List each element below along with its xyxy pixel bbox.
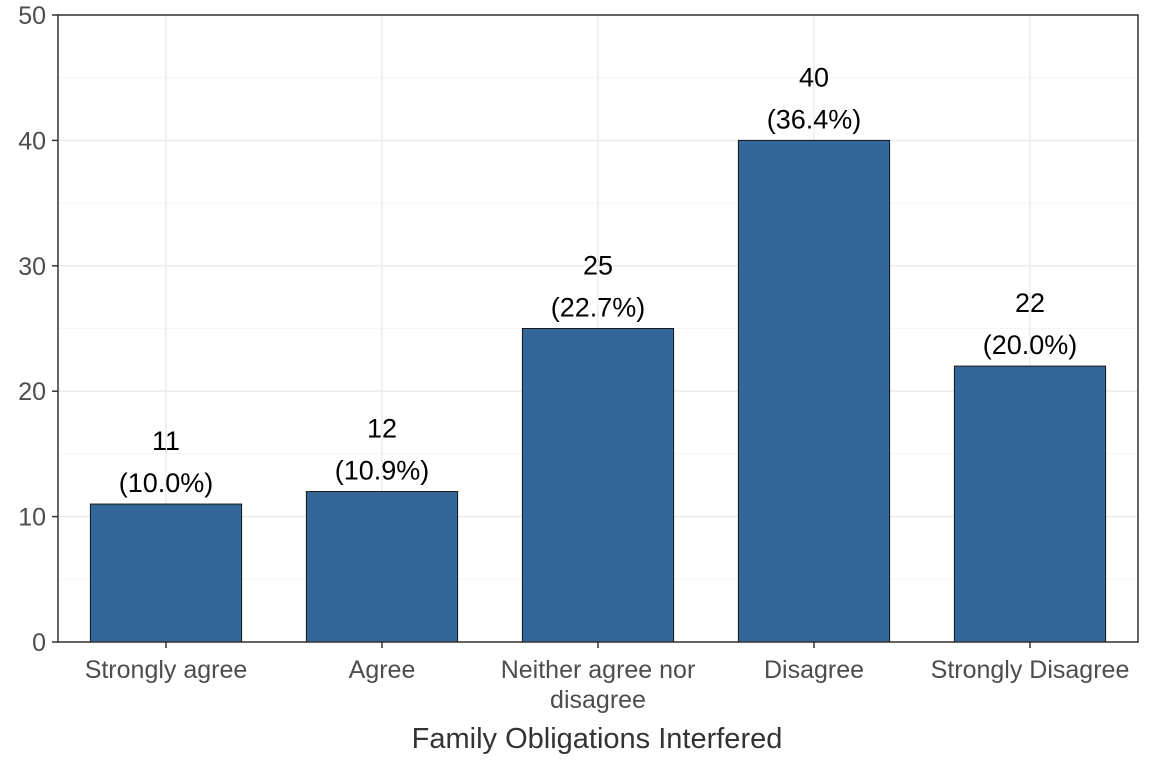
bar-count-label: 40 xyxy=(799,62,829,92)
bar-count-label: 12 xyxy=(367,414,397,444)
x-tick-label-line: Strongly agree xyxy=(85,656,248,684)
x-tick-label-line: Neither agree nor xyxy=(501,656,696,684)
y-tick-label: 20 xyxy=(18,378,46,406)
x-tick-label: Neither agree nor disagree xyxy=(501,656,696,714)
y-tick-label: 0 xyxy=(32,629,46,657)
bar-count-label: 25 xyxy=(583,251,613,281)
x-tick-label-line: Disagree xyxy=(764,656,864,684)
y-tick-label: 50 xyxy=(18,2,46,30)
x-axis-title: Family Obligations Interfered xyxy=(412,723,783,755)
bars-layer xyxy=(89,139,1107,643)
x-tick-label-line: disagree xyxy=(550,686,646,714)
x-tick-label: Agree xyxy=(349,656,416,684)
x-tick-label: Disagree xyxy=(764,656,864,684)
bar xyxy=(305,491,459,643)
bar xyxy=(953,365,1107,643)
x-tick-label: Strongly agree xyxy=(85,656,248,684)
y-tick-label: 10 xyxy=(18,504,46,532)
bar-percent-label: (10.0%) xyxy=(119,468,214,498)
bar xyxy=(521,328,675,643)
bar xyxy=(737,139,891,643)
y-tick-label: 40 xyxy=(18,127,46,155)
x-tick-label-line: Agree xyxy=(349,656,416,684)
axes-layer: 0 10 20 30 40 50 Strongly agree Agree Neither ag… xyxy=(18,2,1139,714)
bar-percent-label: (36.4%) xyxy=(767,104,862,134)
bar-count-label: 22 xyxy=(1015,288,1045,318)
bar-count-label: 11 xyxy=(152,426,180,456)
bar-percent-label: (22.7%) xyxy=(551,293,646,323)
x-tick-label-line: Strongly Disagree xyxy=(931,656,1130,684)
x-tick-label: Strongly Disagree xyxy=(931,656,1130,684)
bar-percent-label: (20.0%) xyxy=(983,330,1078,360)
y-tick-label: 30 xyxy=(18,253,46,281)
bar-percent-label: (10.9%) xyxy=(335,456,430,486)
bar xyxy=(89,503,243,643)
data-labels-layer: (10.0%) 11 (10.9%) 12 (22.7%) 25 (36.4%) 40 (20.… xyxy=(119,62,1078,498)
